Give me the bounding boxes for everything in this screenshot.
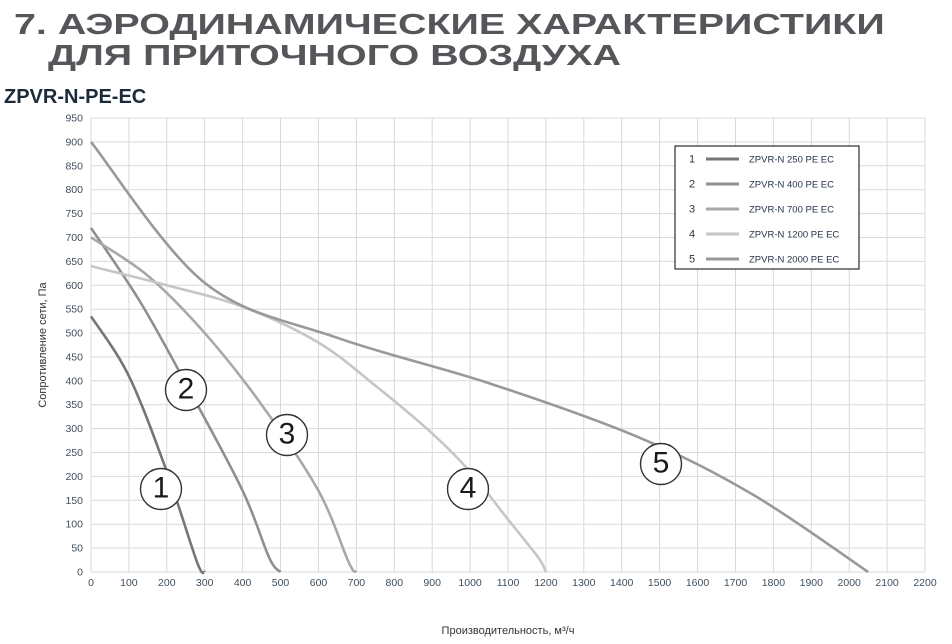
svg-text:150: 150: [65, 495, 83, 507]
svg-text:100: 100: [120, 577, 138, 589]
svg-text:1600: 1600: [686, 577, 710, 589]
svg-text:4: 4: [689, 229, 695, 241]
svg-text:ZPVR-N 400 PE EC: ZPVR-N 400 PE EC: [749, 180, 834, 191]
svg-text:750: 750: [65, 208, 83, 220]
svg-text:1300: 1300: [572, 577, 596, 589]
svg-text:5: 5: [689, 254, 695, 266]
svg-text:700: 700: [348, 577, 366, 589]
svg-text:200: 200: [158, 577, 176, 589]
svg-text:700: 700: [65, 232, 83, 244]
svg-text:50: 50: [71, 543, 83, 555]
svg-text:350: 350: [65, 399, 83, 411]
svg-text:300: 300: [65, 423, 83, 435]
svg-text:2100: 2100: [875, 577, 899, 589]
svg-text:1400: 1400: [610, 577, 634, 589]
svg-text:ZPVR-N 700 PE EC: ZPVR-N 700 PE EC: [749, 205, 834, 216]
svg-text:800: 800: [65, 184, 83, 196]
svg-text:1: 1: [689, 154, 695, 166]
svg-text:Сопротивление сети, Па: Сопротивление сети, Па: [37, 281, 49, 407]
svg-text:800: 800: [386, 577, 404, 589]
svg-text:2: 2: [178, 373, 195, 406]
svg-text:650: 650: [65, 256, 83, 268]
svg-text:550: 550: [65, 304, 83, 316]
svg-text:250: 250: [65, 447, 83, 459]
svg-text:0: 0: [77, 567, 83, 579]
svg-text:1500: 1500: [648, 577, 672, 589]
svg-text:1: 1: [153, 472, 170, 505]
svg-text:1800: 1800: [762, 577, 786, 589]
svg-text:3: 3: [279, 418, 296, 451]
svg-text:900: 900: [423, 577, 441, 589]
svg-text:1200: 1200: [534, 577, 558, 589]
svg-text:1900: 1900: [800, 577, 824, 589]
svg-text:400: 400: [65, 375, 83, 387]
svg-text:1000: 1000: [458, 577, 482, 589]
svg-text:850: 850: [65, 160, 83, 172]
svg-text:900: 900: [65, 136, 83, 148]
svg-text:450: 450: [65, 351, 83, 363]
svg-text:2200: 2200: [913, 577, 937, 589]
svg-text:3: 3: [689, 204, 695, 216]
svg-text:0: 0: [88, 577, 94, 589]
svg-text:100: 100: [65, 519, 83, 531]
svg-text:300: 300: [196, 577, 214, 589]
svg-text:2: 2: [689, 179, 695, 191]
svg-text:4: 4: [460, 472, 477, 505]
svg-text:1700: 1700: [724, 577, 748, 589]
svg-text:1100: 1100: [497, 577, 520, 589]
svg-text:200: 200: [65, 471, 83, 483]
svg-text:Производительность, м³/ч: Производительность, м³/ч: [442, 625, 575, 637]
svg-text:ZPVR-N 2000 PE EC: ZPVR-N 2000 PE EC: [749, 255, 839, 266]
svg-text:500: 500: [65, 328, 83, 340]
svg-text:400: 400: [234, 577, 252, 589]
svg-text:ZPVR-N 250 PE EC: ZPVR-N 250 PE EC: [749, 155, 834, 166]
svg-text:600: 600: [310, 577, 328, 589]
svg-text:ZPVR-N 1200 PE EC: ZPVR-N 1200 PE EC: [749, 230, 839, 241]
svg-text:500: 500: [272, 577, 290, 589]
svg-text:2000: 2000: [838, 577, 862, 589]
svg-text:5: 5: [653, 447, 670, 480]
svg-text:950: 950: [65, 113, 83, 125]
svg-text:600: 600: [65, 280, 83, 292]
